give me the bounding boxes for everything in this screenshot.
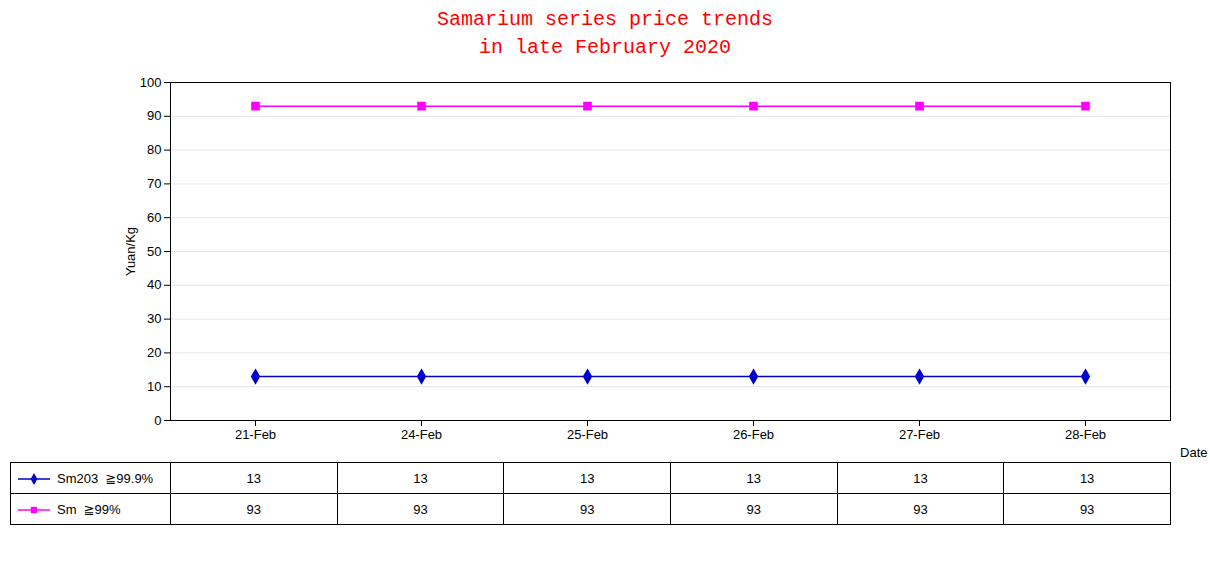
svg-text:Date: Date [1180,445,1207,460]
svg-text:70: 70 [147,176,161,191]
svg-text:50: 50 [147,244,161,259]
html-text:13: 13 [579,470,595,486]
svg-text:27-Feb: 27-Feb [899,427,940,442]
svg-text:80: 80 [147,142,161,157]
html-text:93: 93 [246,501,262,517]
html-text:Sm203 ≧99.9%: Sm203 ≧99.9% [57,470,154,486]
svg-text:10: 10 [147,379,161,394]
svg-text:30: 30 [147,311,161,326]
svg-text:25-Feb: 25-Feb [567,427,608,442]
html-text:13: 13 [413,470,428,486]
svg-text:100: 100 [140,75,162,90]
html-text:93: 93 [1079,501,1095,517]
html-text:in late February 2020: in late February 2020 [479,36,731,59]
html-text:93: 93 [413,501,428,517]
svg-text:26-Feb: 26-Feb [733,427,774,442]
svg-text:60: 60 [147,210,161,225]
html-text:93: 93 [913,501,928,517]
svg-text:Yuan/Kg: Yuan/Kg [123,227,138,276]
svg-text:40: 40 [147,277,161,292]
html-text:93: 93 [579,501,595,517]
svg-text:20: 20 [147,345,161,360]
html-text:13: 13 [246,470,262,486]
svg-text:90: 90 [147,108,161,123]
html-text:Sm ≧99%: Sm ≧99% [57,501,121,517]
html-text:93: 93 [746,501,761,517]
html-text:Samarium series price trends: Samarium series price trends [437,8,773,31]
html-text:13: 13 [1079,470,1095,486]
html-text:13: 13 [913,470,928,486]
svg-text:28-Feb: 28-Feb [1065,427,1106,442]
svg-text:21-Feb: 21-Feb [235,427,276,442]
html-text:13: 13 [746,470,761,486]
svg-text:0: 0 [154,413,161,428]
svg-text:24-Feb: 24-Feb [401,427,442,442]
